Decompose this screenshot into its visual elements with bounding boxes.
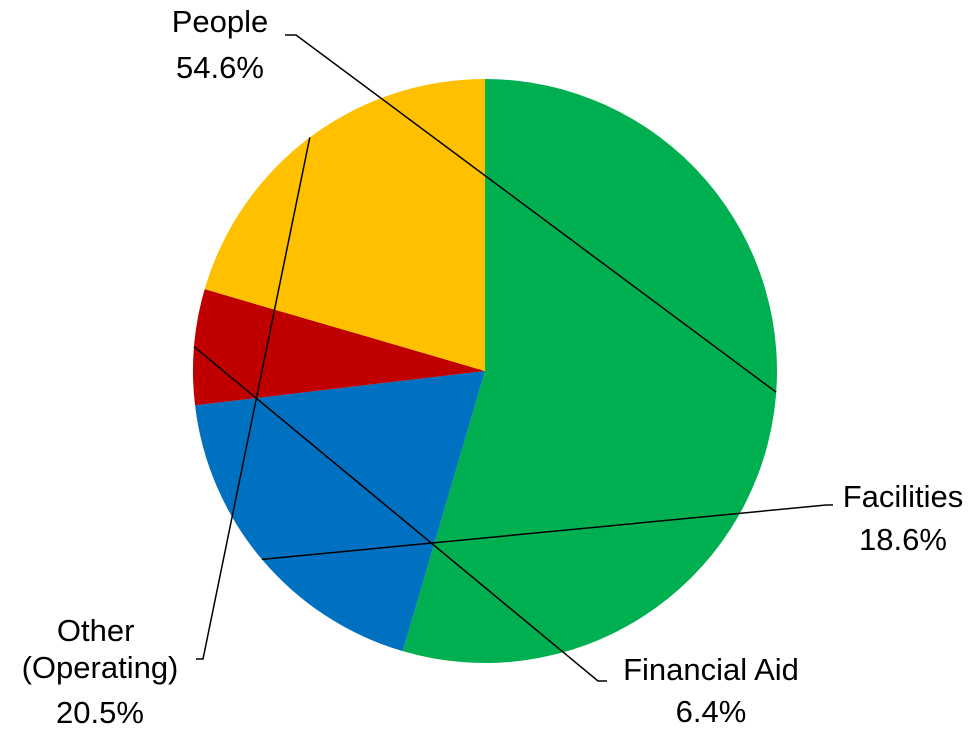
slice-value-other-operating: 20.5% bbox=[56, 695, 144, 729]
slice-value-financial-aid: 6.4% bbox=[676, 694, 747, 729]
leader-line-3 bbox=[196, 137, 311, 660]
pie-slice-other-operating bbox=[204, 78, 485, 371]
slice-value-people: 54.6% bbox=[176, 50, 264, 85]
slice-label-people: People bbox=[172, 4, 269, 39]
leader-line-0 bbox=[285, 34, 777, 393]
leader-line-2 bbox=[193, 346, 607, 682]
pie-slice-financial-aid bbox=[192, 289, 486, 406]
pie-slices bbox=[192, 78, 778, 664]
slice-value-facilities: 18.6% bbox=[859, 522, 947, 557]
leader-lines bbox=[193, 34, 833, 682]
pie-slice-facilities bbox=[195, 371, 485, 652]
slice-label-facilities: Facilities bbox=[843, 479, 964, 514]
pie-slice-people bbox=[402, 79, 778, 664]
slice-label-other-operating-text-2: (Operating) bbox=[22, 650, 179, 685]
leader-line-1 bbox=[261, 504, 833, 561]
slice-label-other-operating: Other (Operating) bbox=[22, 613, 179, 685]
slice-label-financial-aid: Financial Aid bbox=[623, 652, 799, 687]
slice-label-other-operating-text: Other bbox=[57, 613, 135, 648]
